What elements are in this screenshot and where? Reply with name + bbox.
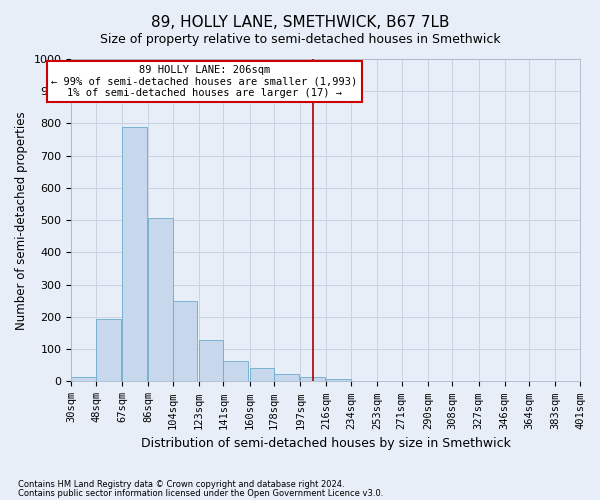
- Bar: [300, 376, 325, 382]
- Y-axis label: Number of semi-detached properties: Number of semi-detached properties: [15, 111, 28, 330]
- Text: Contains HM Land Registry data © Crown copyright and database right 2024.: Contains HM Land Registry data © Crown c…: [18, 480, 344, 489]
- Bar: [250, 368, 274, 382]
- X-axis label: Distribution of semi-detached houses by size in Smethwick: Distribution of semi-detached houses by …: [141, 437, 511, 450]
- Text: 89 HOLLY LANE: 206sqm
← 99% of semi-detached houses are smaller (1,993)
1% of se: 89 HOLLY LANE: 206sqm ← 99% of semi-deta…: [51, 65, 358, 98]
- Bar: [173, 301, 197, 382]
- Bar: [148, 218, 173, 382]
- Bar: [326, 379, 351, 382]
- Bar: [122, 126, 146, 382]
- Bar: [274, 374, 299, 382]
- Bar: [96, 319, 121, 382]
- Bar: [199, 340, 223, 382]
- Text: 89, HOLLY LANE, SMETHWICK, B67 7LB: 89, HOLLY LANE, SMETHWICK, B67 7LB: [151, 15, 449, 30]
- Text: Contains public sector information licensed under the Open Government Licence v3: Contains public sector information licen…: [18, 488, 383, 498]
- Bar: [223, 361, 248, 382]
- Text: Size of property relative to semi-detached houses in Smethwick: Size of property relative to semi-detach…: [100, 32, 500, 46]
- Bar: [71, 376, 96, 382]
